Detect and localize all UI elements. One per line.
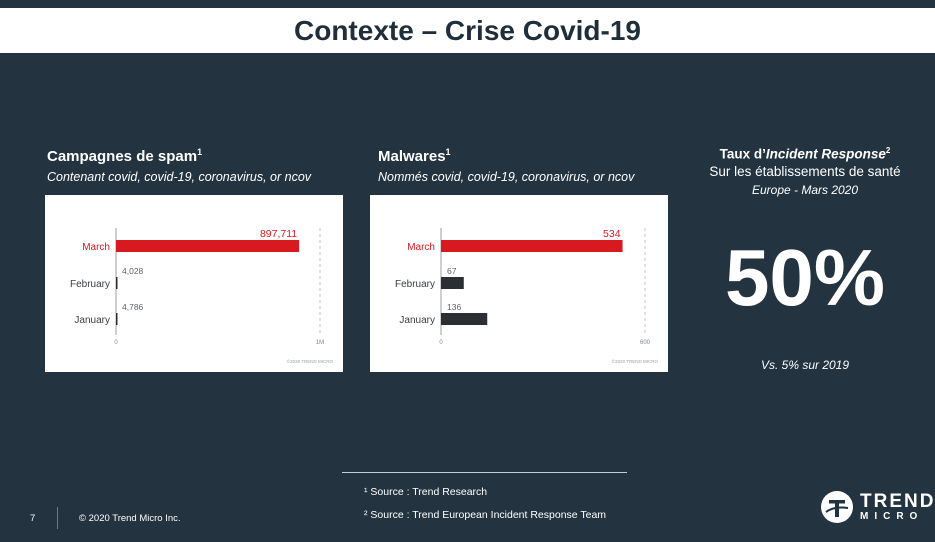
spam-panel-header: Campagnes de spam1 Contenant covid, covi… bbox=[47, 147, 311, 184]
spam-subheading: Contenant covid, covid-19, coronavirus, … bbox=[47, 170, 312, 184]
malware-panel-header: Malwares1 Nommés covid, covid-19, corona… bbox=[378, 147, 634, 184]
category-label-january: January bbox=[399, 315, 435, 326]
data-label-january: 136 bbox=[447, 302, 461, 312]
logo-text: TREND MICRO bbox=[860, 492, 935, 522]
malware-heading-footnote: 1 bbox=[445, 147, 451, 157]
spam-heading-text: Campagnes de spam bbox=[47, 148, 198, 165]
incident-comparison: Vs. 5% sur 2019 bbox=[760, 358, 850, 372]
malware-bar-chart: March 534 February 67 January 136 0 600 ©2020 TR… bbox=[395, 228, 659, 364]
bar-february bbox=[116, 277, 118, 289]
data-label-february: 67 bbox=[447, 266, 457, 276]
bar-january bbox=[116, 313, 118, 325]
category-label-february: February bbox=[395, 279, 435, 290]
spam-chart-card: March 897,711 February 4,028 January 4,786 0 1M… bbox=[45, 195, 343, 372]
incident-heading-italic: Incident Response bbox=[765, 146, 886, 162]
incident-heading-prefix: Taux d’ bbox=[719, 146, 766, 162]
malware-heading: Malwares1 bbox=[378, 147, 634, 165]
category-label-january: January bbox=[74, 315, 110, 326]
malware-heading-text: Malwares bbox=[378, 148, 446, 165]
source-2: ² Source : Trend European Incident Respo… bbox=[364, 509, 607, 521]
trend-micro-logo: TREND MICRO bbox=[820, 490, 935, 524]
logo-line-1: TREND bbox=[860, 491, 935, 512]
title-bar: Contexte – Crise Covid-19 bbox=[0, 8, 935, 53]
trend-micro-logo-icon bbox=[821, 491, 853, 523]
incident-big-value: 50% bbox=[724, 233, 886, 322]
data-label-february: 4,028 bbox=[122, 266, 144, 276]
malware-chart-card: March 534 February 67 January 136 0 600 ©2020 TR… bbox=[370, 195, 668, 372]
spam-heading: Campagnes de spam1 bbox=[47, 147, 311, 165]
x-tick-max: 1M bbox=[316, 340, 324, 346]
incident-subtitle: Sur les établissements de santé bbox=[709, 163, 901, 179]
spam-bar-chart: March 897,711 February 4,028 January 4,786 0 1M… bbox=[70, 228, 334, 364]
data-label-january: 4,786 bbox=[122, 302, 144, 312]
top-strip bbox=[0, 0, 935, 8]
incident-heading-footnote: 2 bbox=[885, 146, 891, 155]
spam-heading-footnote: 1 bbox=[197, 147, 203, 157]
slide-title: Contexte – Crise Covid-19 bbox=[294, 14, 641, 46]
bar-march bbox=[116, 240, 300, 252]
data-label-march: 534 bbox=[603, 228, 621, 240]
x-tick-max: 600 bbox=[640, 340, 651, 346]
footer-divider bbox=[57, 507, 58, 529]
x-tick-min: 0 bbox=[439, 340, 443, 346]
data-label-march: 897,711 bbox=[260, 228, 297, 240]
category-label-march: March bbox=[407, 242, 435, 253]
bar-january bbox=[441, 313, 488, 325]
copyright: © 2020 Trend Micro Inc. bbox=[79, 513, 181, 524]
category-label-march: March bbox=[82, 242, 110, 253]
incident-heading: Taux d’Incident Response2 bbox=[680, 146, 930, 162]
bar-february bbox=[441, 277, 464, 289]
chart-watermark: ©2020 TREND MICRO bbox=[287, 358, 334, 364]
page-number: 7 bbox=[30, 513, 36, 524]
chart-watermark: ©2020 TREND MICRO bbox=[612, 358, 659, 364]
incident-period: Europe - Mars 2020 bbox=[751, 182, 859, 197]
bar-march bbox=[441, 240, 623, 252]
logo-line-2: MICRO bbox=[860, 511, 924, 522]
malware-subheading: Nommés covid, covid-19, coronavirus, or … bbox=[378, 170, 635, 184]
incident-response-panel: Taux d’Incident Response2 Sur les établi… bbox=[680, 146, 930, 197]
x-tick-min: 0 bbox=[114, 340, 118, 346]
source-1: ¹ Source : Trend Research bbox=[364, 486, 488, 498]
sources-divider bbox=[342, 472, 627, 473]
category-label-february: February bbox=[70, 279, 110, 290]
